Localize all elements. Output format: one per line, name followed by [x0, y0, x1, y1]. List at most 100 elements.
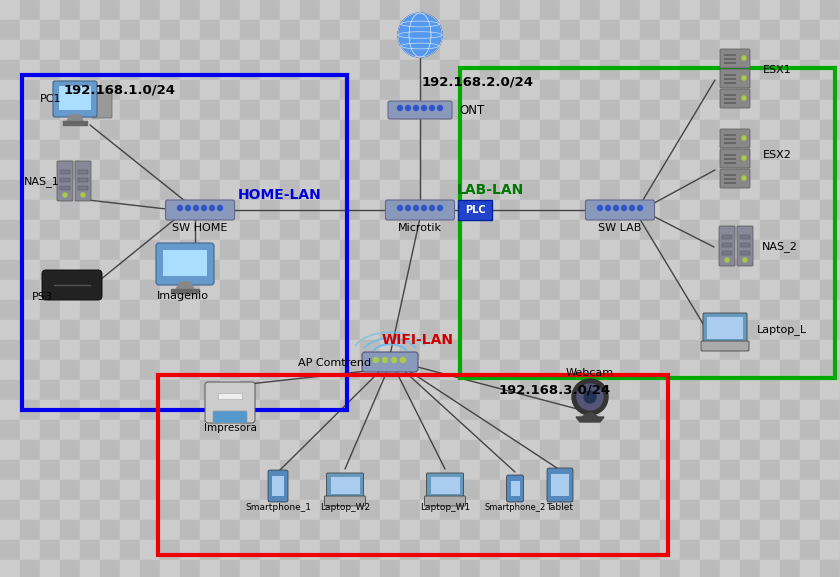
Bar — [0, 420, 20, 440]
Bar — [480, 360, 500, 380]
Bar — [140, 540, 160, 560]
Bar — [680, 440, 700, 460]
Bar — [320, 300, 340, 320]
Bar — [300, 100, 320, 120]
Bar — [180, 560, 200, 577]
Bar — [620, 300, 640, 320]
Bar — [740, 300, 760, 320]
Bar — [160, 220, 180, 240]
Bar — [560, 480, 580, 500]
Bar — [140, 320, 160, 340]
Bar — [78, 178, 88, 182]
Bar — [320, 80, 340, 100]
Bar — [500, 400, 520, 420]
Bar — [400, 200, 420, 220]
Bar — [20, 240, 40, 260]
Bar — [280, 220, 300, 240]
Bar — [0, 160, 20, 180]
Bar — [260, 500, 280, 520]
Bar — [420, 300, 440, 320]
Bar — [620, 80, 640, 100]
Bar — [700, 40, 720, 60]
Bar — [600, 300, 620, 320]
Bar — [720, 560, 740, 577]
Bar — [520, 300, 540, 320]
Bar — [240, 300, 260, 320]
Bar — [180, 400, 200, 420]
Bar — [460, 20, 480, 40]
Polygon shape — [67, 115, 83, 121]
Bar — [760, 540, 780, 560]
Bar — [200, 560, 220, 577]
Bar — [720, 540, 740, 560]
Bar — [260, 480, 280, 500]
Bar — [560, 460, 580, 480]
Bar — [760, 520, 780, 540]
Bar — [80, 480, 100, 500]
Bar — [0, 20, 20, 40]
Bar — [160, 420, 180, 440]
Bar — [420, 60, 440, 80]
Bar — [480, 340, 500, 360]
Bar — [340, 440, 360, 460]
Bar — [78, 170, 88, 174]
Bar — [540, 440, 560, 460]
Bar — [140, 260, 160, 280]
Bar — [420, 440, 440, 460]
Bar — [700, 420, 720, 440]
Bar — [480, 300, 500, 320]
Bar — [340, 500, 360, 520]
Circle shape — [572, 379, 608, 415]
Bar — [140, 380, 160, 400]
Bar — [800, 180, 820, 200]
Bar — [240, 180, 260, 200]
Bar — [360, 560, 380, 577]
Bar — [120, 380, 140, 400]
Bar — [520, 280, 540, 300]
Bar — [680, 20, 700, 40]
Bar — [100, 400, 120, 420]
Bar — [740, 60, 760, 80]
Bar — [820, 20, 840, 40]
Bar — [820, 400, 840, 420]
Bar — [580, 480, 600, 500]
Bar — [540, 340, 560, 360]
FancyBboxPatch shape — [720, 69, 750, 88]
Bar — [800, 100, 820, 120]
Bar — [600, 280, 620, 300]
Bar — [260, 140, 280, 160]
Bar — [580, 240, 600, 260]
Bar — [180, 500, 200, 520]
Bar — [0, 340, 20, 360]
Bar — [360, 300, 380, 320]
Bar — [220, 180, 240, 200]
Bar — [620, 180, 640, 200]
Bar — [280, 200, 300, 220]
Bar — [460, 360, 480, 380]
Polygon shape — [63, 121, 87, 125]
Bar — [724, 134, 736, 136]
Bar — [720, 200, 740, 220]
Bar — [660, 200, 680, 220]
Bar — [458, 200, 492, 220]
Circle shape — [606, 205, 611, 211]
Bar — [180, 460, 200, 480]
Bar — [300, 560, 320, 577]
Bar — [620, 420, 640, 440]
Text: 192.168.1.0/24: 192.168.1.0/24 — [64, 84, 176, 96]
Bar — [60, 560, 80, 577]
Bar — [0, 240, 20, 260]
Bar — [620, 400, 640, 420]
Bar — [780, 140, 800, 160]
Bar — [680, 360, 700, 380]
Bar — [380, 180, 400, 200]
Bar — [140, 420, 160, 440]
Bar — [320, 420, 340, 440]
Bar — [500, 260, 520, 280]
Bar — [740, 320, 760, 340]
Bar — [760, 400, 780, 420]
Bar — [800, 160, 820, 180]
Bar — [20, 540, 40, 560]
Bar — [340, 420, 360, 440]
Bar — [340, 380, 360, 400]
